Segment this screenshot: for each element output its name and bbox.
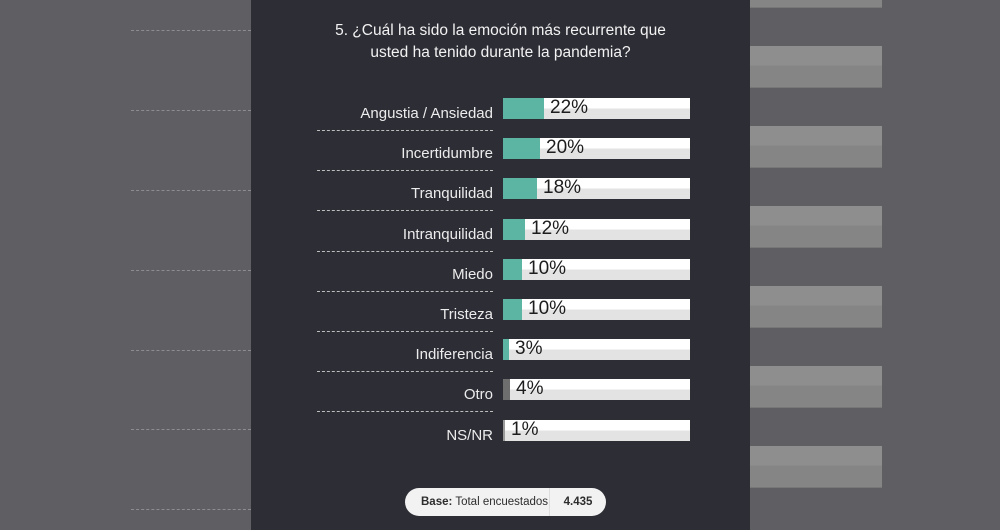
bg-bar [750,206,882,248]
chart-title: 5. ¿Cuál ha sido la emoción más recurren… [335,22,666,61]
base-label: Base: Total encuestados [405,496,549,508]
bar-row: Tristeza 10% [251,299,750,339]
bar-label: Miedo [452,265,493,283]
bar-value-label: 10% [528,258,567,279]
bar-track: 1% [503,419,690,441]
bar-fill [503,178,537,200]
row-separator [317,411,493,413]
row-separator [317,130,493,131]
base-badge: Base: Total encuestados 4.435 [405,488,606,516]
bar-row: Tranquilidad 18% [251,178,750,218]
bg-bar [750,126,882,168]
bar-value-label: 10% [528,299,567,319]
row-separator [317,371,493,373]
bar-label: NS/NR [446,426,493,444]
bar-row: Otro 4% [251,379,750,419]
bg-dash [131,110,251,111]
bar-label: Otro [463,386,493,404]
bar-track: 20% [503,138,690,160]
bar-track: 4% [503,379,690,401]
bar-label: Incertidumbre [401,145,493,163]
bg-bar [750,366,882,408]
bg-bar [750,286,882,328]
bg-bar [750,0,882,8]
bar-fill [503,339,509,361]
bar-label: Angustia / Ansiedad [360,105,493,122]
bar-row: Intranquilidad 12% [251,218,750,259]
bar-fill [503,419,505,441]
bar-value-label: 1% [511,419,539,440]
base-label-bold: Base: [421,496,453,508]
bar-row: Miedo 10% [251,258,750,299]
row-separator [317,250,493,252]
bg-dash [131,509,251,510]
bg-dash [131,30,251,31]
bar-value-label: 22% [550,98,589,118]
bar-fill [503,379,510,401]
row-separator [317,290,493,292]
bar-track: 18% [503,178,690,200]
base-divider [549,488,550,516]
bar-value-label: 3% [515,339,543,360]
bar-value-label: 4% [516,379,544,400]
bar-track: 22% [503,98,690,119]
bar-value-label: 18% [543,178,582,199]
base-label-text: Total encuestados [455,496,549,508]
bar-row: Incertidumbre 20% [251,138,750,178]
bar-track: 10% [503,258,690,280]
bg-dash [131,350,251,351]
bar-label: Tristeza [440,306,493,323]
bar-row: Indiferencia 3% [251,339,750,379]
bar-row: NS/NR 1% [251,419,750,460]
row-separator [317,210,493,212]
base-value: 4.435 [563,496,593,508]
bar-track: 3% [503,339,690,361]
bg-dash [131,270,251,271]
bg-dash [131,429,251,430]
bar-fill [503,299,522,320]
bar-fill [503,258,522,280]
bar-label: Intranquilidad [402,225,493,243]
row-separator [317,170,493,172]
bar-fill [503,138,540,160]
bg-bar [750,446,882,488]
bar-label: Indiferencia [415,346,493,364]
bar-track: 10% [503,299,690,320]
bar-track: 12% [503,218,690,240]
bar-fill [503,98,544,119]
chart-panel: 5. ¿Cuál ha sido la emoción más recurren… [251,0,750,530]
bar-row: Angustia / Ansiedad 22% [251,98,750,138]
bar-value-label: 20% [546,138,585,159]
bar-label: Tranquilidad [411,185,493,203]
bg-dash [131,190,251,191]
row-separator [317,331,493,332]
bg-bar [750,46,882,88]
bar-fill [503,218,525,240]
bar-value-label: 12% [531,218,570,239]
